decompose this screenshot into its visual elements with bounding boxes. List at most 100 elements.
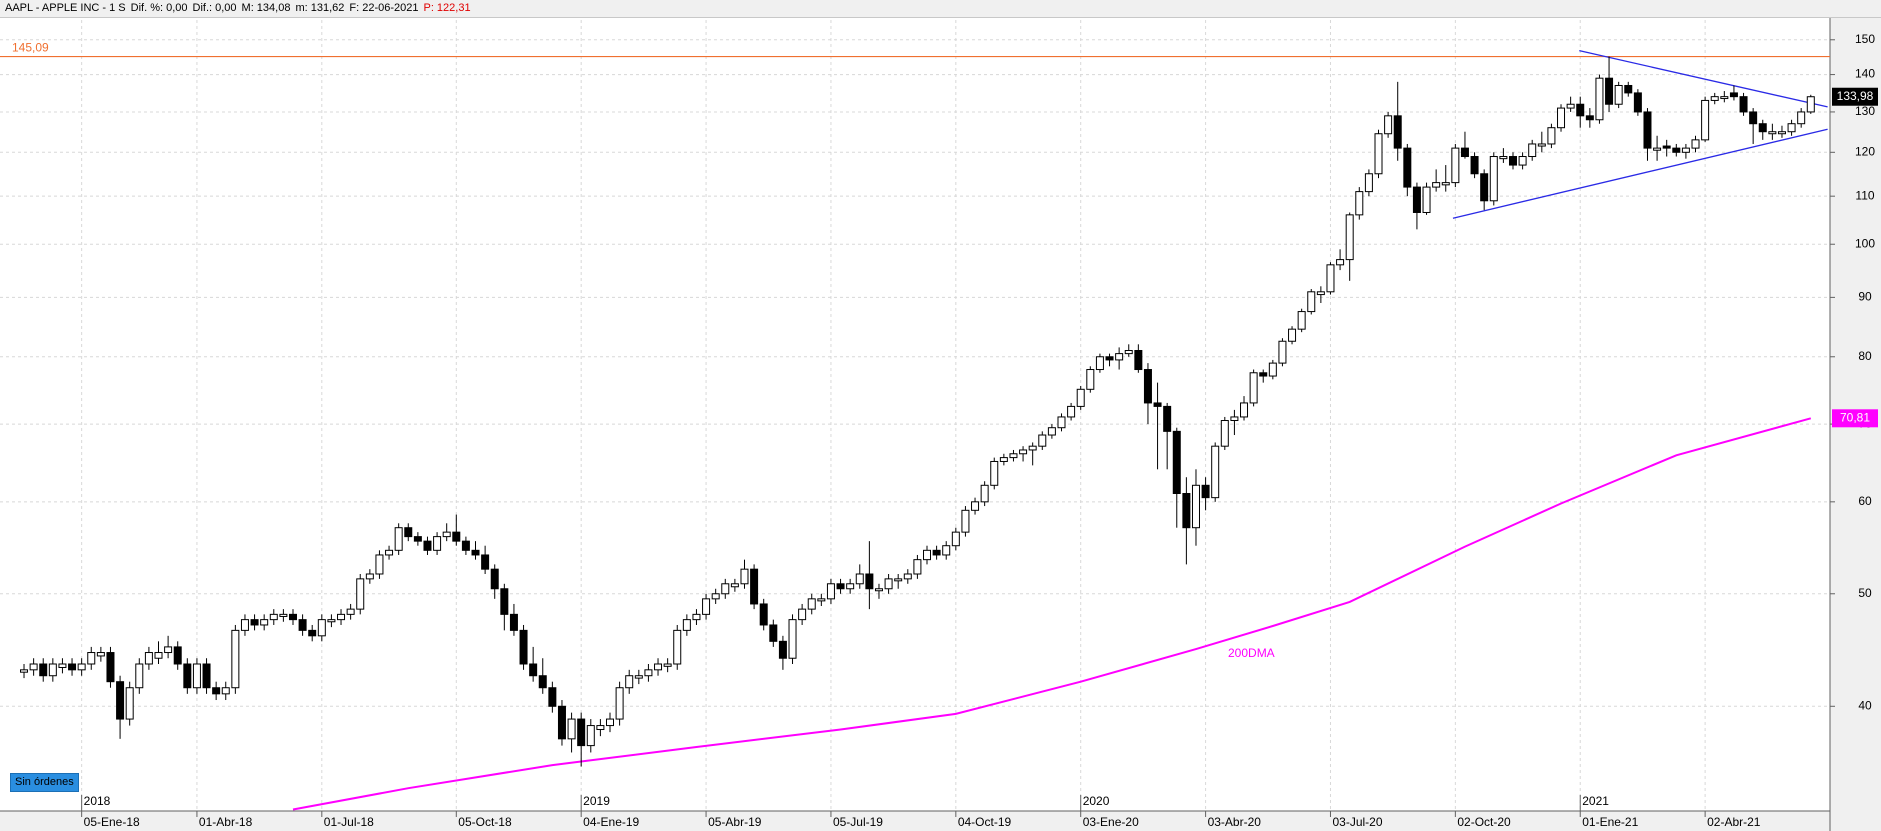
candle-body (317, 619, 326, 637)
candle-body (394, 527, 403, 551)
year-label: 2020 (1083, 794, 1110, 808)
candle-body (1633, 92, 1642, 113)
candle-body (1605, 77, 1614, 105)
candle-body (125, 687, 134, 720)
candle-body (702, 598, 711, 615)
candle-body (692, 613, 701, 621)
candle-body (1412, 186, 1421, 213)
candle-body (20, 669, 29, 673)
candle-body (817, 598, 826, 602)
y-tick-label: 40 (1858, 698, 1872, 712)
y-tick-label: 120 (1855, 144, 1875, 158)
candle-body (894, 578, 903, 582)
candle-body (1614, 84, 1623, 105)
candle-body (1336, 259, 1345, 266)
candle-body (884, 578, 893, 590)
candle-body (1143, 369, 1152, 404)
candle-body (1460, 147, 1469, 158)
candle-body (375, 554, 384, 575)
candle-body (932, 549, 941, 556)
candle-body (1701, 99, 1710, 141)
candle-body (577, 718, 586, 747)
candle-body (1067, 405, 1076, 418)
candle-body (961, 509, 970, 533)
candle-body (1249, 372, 1258, 404)
candle-body (999, 457, 1008, 462)
candle-body (442, 531, 451, 538)
candle-body (1595, 77, 1604, 121)
x-tick-label: 04-Ene-19 (583, 815, 639, 829)
y-tick-label: 50 (1858, 586, 1872, 600)
candle-body (500, 588, 509, 615)
orders-button[interactable]: Sin órdenes (10, 773, 79, 792)
candle-body (807, 598, 816, 610)
candle-body (1230, 416, 1239, 422)
candle-body (106, 652, 115, 683)
y-tick-label: 110 (1855, 188, 1874, 202)
candle-body (923, 549, 932, 561)
candle-body (1374, 133, 1383, 175)
x-tick-label: 03-Ene-20 (1083, 815, 1139, 829)
candle-body (596, 725, 605, 731)
candle-body (1220, 420, 1229, 447)
candle-body (461, 540, 470, 551)
candle-body (433, 536, 442, 551)
candle-body (365, 573, 374, 580)
candle-body (269, 613, 278, 621)
x-tick-label: 05-Oct-18 (458, 815, 512, 829)
candle-body (298, 619, 307, 631)
candle-body (1124, 349, 1133, 355)
candle-body (1710, 96, 1719, 101)
year-label: 2018 (84, 794, 111, 808)
candle-body (250, 619, 259, 626)
candle-body (164, 646, 173, 654)
candle-body (1191, 484, 1200, 529)
candle-body (606, 718, 614, 727)
candle-body (1432, 182, 1441, 188)
candle-body (1182, 492, 1191, 529)
candle-body (865, 573, 874, 590)
candle-body (1095, 356, 1104, 371)
candle-body (1672, 147, 1681, 153)
candle-body (826, 583, 835, 600)
candle-body (327, 619, 336, 623)
candle-body (1355, 191, 1364, 216)
candle-body (1576, 103, 1585, 117)
candle-body (1201, 484, 1210, 499)
candle-body (1009, 453, 1018, 459)
candle-body (1566, 103, 1575, 109)
candle-body (48, 663, 57, 677)
candle-body (337, 613, 346, 621)
candle-body (1105, 356, 1114, 361)
candle-body (1297, 311, 1306, 330)
candle-body (1749, 111, 1758, 125)
candle-body (730, 583, 739, 588)
candle-body (308, 629, 317, 637)
candle-body (1451, 147, 1460, 184)
x-tick-label: 01-Abr-18 (199, 815, 253, 829)
candle-body (490, 568, 499, 590)
candle-body (557, 705, 566, 740)
candle-body (1499, 156, 1508, 160)
candle-body (942, 545, 951, 556)
candle-body (798, 608, 807, 621)
price-tag (1832, 87, 1878, 106)
candle-body (1489, 156, 1498, 202)
candle-body (1720, 96, 1729, 100)
candle-body (356, 578, 365, 610)
candle-body (836, 583, 845, 590)
header-field: Dif.: 0,00 (192, 2, 237, 14)
candle-body (615, 687, 624, 720)
candle-body (1518, 156, 1527, 166)
candle-body (740, 568, 749, 585)
candle-body (385, 549, 394, 556)
candle-body (279, 613, 288, 617)
candle-body (144, 652, 153, 665)
candle-body (1547, 127, 1556, 145)
candle-body (1345, 214, 1354, 261)
candle-body (509, 613, 518, 631)
moving-average-label: 200DMA (1228, 646, 1275, 660)
candle-body (625, 675, 634, 689)
